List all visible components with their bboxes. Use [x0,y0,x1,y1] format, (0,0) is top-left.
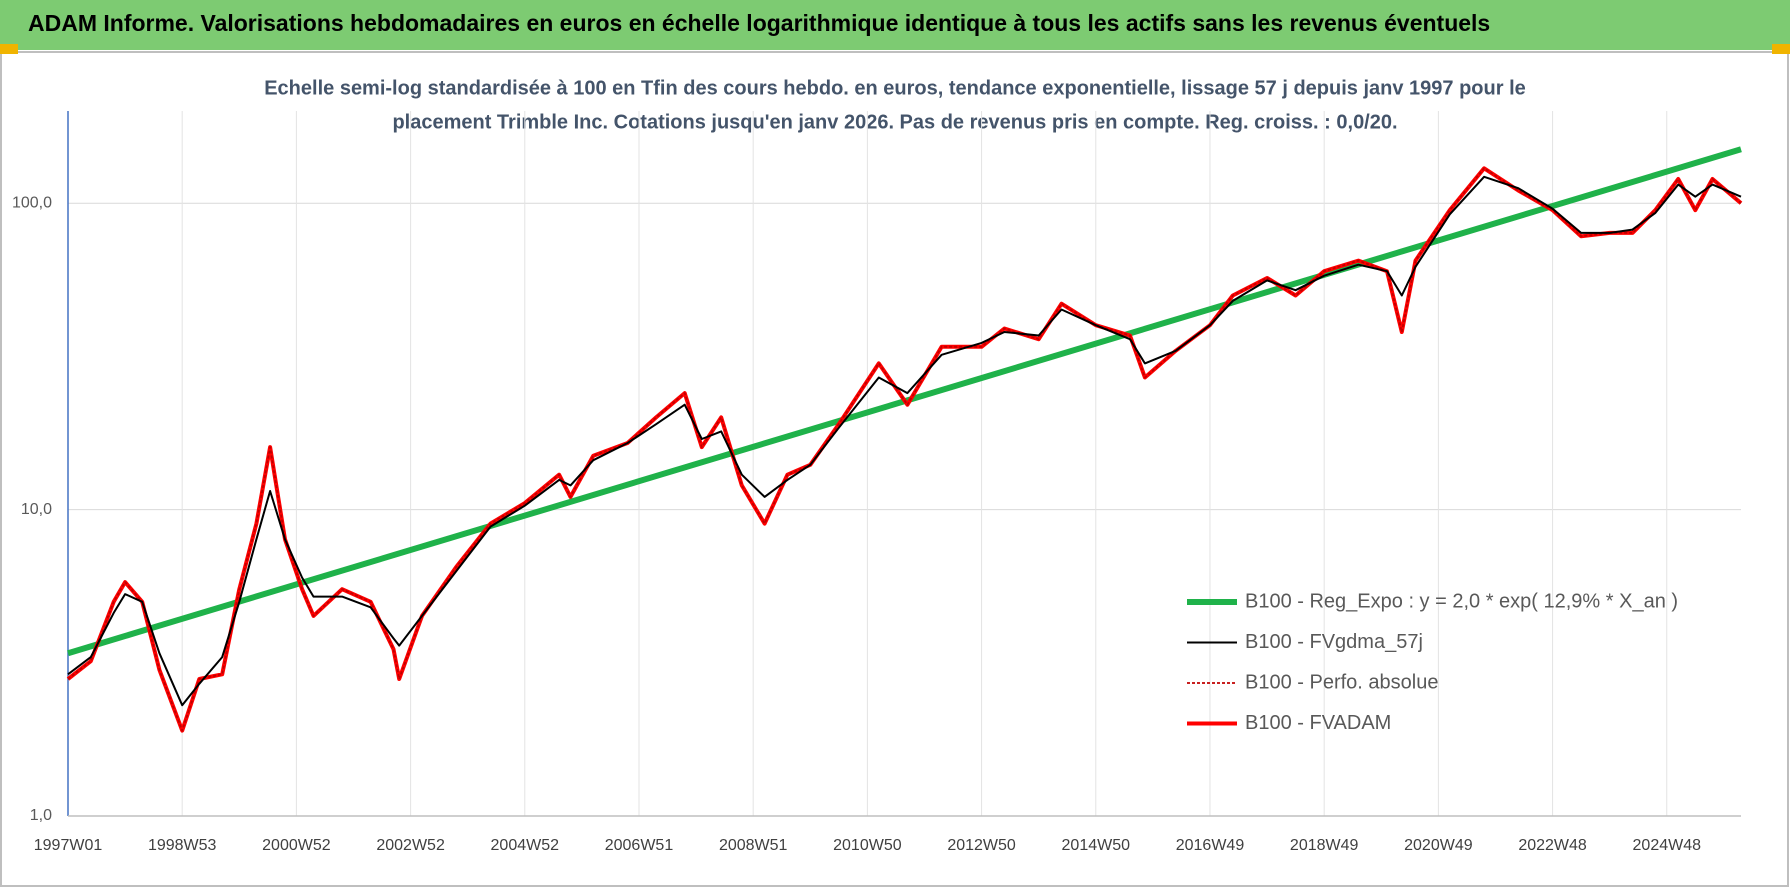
x-tick-label: 2004W52 [491,837,560,854]
y-tick-label: 1,0 [30,807,52,824]
chart-subtitle: Echelle semi-log standardisée à 100 en T… [264,77,1526,99]
legend-label: B100 - FVADAM [1245,712,1391,734]
x-tick-label: 2024W48 [1633,837,1702,854]
x-tick-label: 2018W49 [1290,837,1359,854]
legend-label: B100 - Perfo. absolue [1245,671,1438,693]
x-tick-label: 2022W48 [1518,837,1587,854]
legend-label: B100 - Reg_Expo : y = 2,0 * exp( 12,9% *… [1245,590,1678,612]
x-tick-label: 1998W53 [148,837,217,854]
frame [0,51,1789,887]
legend-label: B100 - FVgdma_57j [1245,631,1423,653]
x-tick-label: 2020W49 [1404,837,1473,854]
x-tick-label: 1997W01 [34,837,103,854]
corner-mark [1772,44,1790,54]
x-tick-label: 2014W50 [1062,837,1131,854]
x-tick-label: 2010W50 [833,837,902,854]
corner-mark [0,44,18,54]
x-tick-label: 2008W51 [719,837,788,854]
series-line [67,175,1742,707]
y-tick-label: 100,0 [12,194,52,211]
x-tick-label: 2016W49 [1176,837,1245,854]
chart-subtitle: placement Trimble Inc. Cotations jusqu'e… [392,111,1397,133]
chart-title: ADAM Informe. Valorisations hebdomadaire… [28,10,1490,36]
x-tick-label: 2000W52 [262,837,331,854]
y-tick-label: 10,0 [21,501,52,518]
x-tick-label: 2012W50 [947,837,1016,854]
x-tick-label: 2006W51 [605,837,674,854]
title-bar [0,0,1790,50]
x-tick-label: 2002W52 [376,837,445,854]
series-line [67,167,1742,732]
